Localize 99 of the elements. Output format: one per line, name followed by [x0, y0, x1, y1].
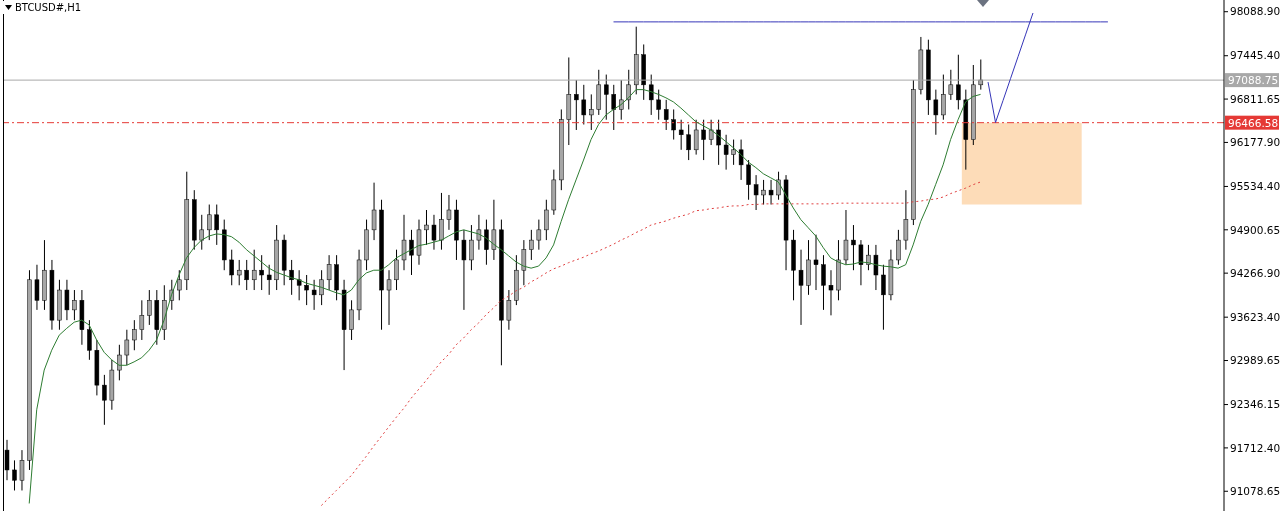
candlestick: [19, 449, 25, 491]
candlestick: [529, 229, 534, 261]
candlestick: [207, 204, 212, 241]
candlestick: [716, 119, 721, 166]
candlestick: [866, 244, 871, 271]
candlestick: [611, 84, 617, 131]
candlestick: [319, 269, 324, 306]
candlestick: [858, 239, 864, 286]
y-tick-label: 96811.65: [1230, 92, 1280, 105]
y-tick-label: 94266.90: [1230, 266, 1280, 279]
ref-line-label: 96466.58: [1228, 116, 1279, 129]
candlestick: [251, 249, 257, 291]
y-tick-label: 91078.65: [1230, 484, 1280, 497]
candlestick: [304, 274, 309, 306]
candlestick: [903, 189, 909, 251]
candlestick: [394, 249, 399, 291]
candlestick: [746, 159, 751, 201]
candlestick: [431, 214, 437, 251]
candlestick: [701, 119, 706, 161]
chart-title: BTCUSD#,H1: [15, 2, 82, 13]
candlestick: [461, 229, 467, 311]
candlestick: [311, 279, 317, 311]
candlestick: [446, 194, 452, 231]
candlestick: [72, 289, 77, 321]
candlestick: [933, 89, 939, 136]
candlestick: [102, 374, 107, 426]
candlestick: [139, 299, 145, 341]
line-series: [320, 181, 982, 507]
candlestick: [581, 84, 587, 125]
candlestick: [349, 299, 354, 341]
candlestick: [12, 459, 17, 491]
candlestick: [881, 264, 886, 331]
candlestick: [424, 209, 429, 246]
candlestick: [821, 254, 826, 311]
candlestick: [236, 259, 242, 286]
candlestick: [813, 234, 819, 291]
candlestick: [214, 204, 219, 246]
candlestick: [896, 229, 901, 266]
candlestick: [439, 192, 444, 251]
candlestick: [371, 182, 377, 241]
candlestick: [656, 89, 661, 121]
candlestick: [326, 254, 332, 291]
candlestick: [671, 108, 676, 141]
y-tick-label: 93623.40: [1230, 310, 1280, 323]
candlestick: [117, 344, 122, 381]
candlestick: [693, 119, 699, 156]
ref-line-label: 97088.75: [1228, 74, 1279, 87]
candlestick: [798, 249, 804, 326]
candlestick: [761, 179, 766, 206]
candlestick: [521, 239, 527, 286]
candlestick: [663, 99, 669, 131]
y-tick-label: 94900.65: [1230, 223, 1280, 236]
candlestick: [828, 269, 834, 316]
candlestick: [506, 289, 512, 331]
candlestick: [244, 259, 249, 291]
candlestick: [873, 244, 879, 291]
candlestick: [469, 224, 474, 271]
candlestick: [843, 209, 849, 266]
candlestick: [484, 219, 489, 266]
candlestick: [386, 269, 392, 326]
candlestick: [753, 174, 759, 211]
candlestick: [589, 93, 594, 131]
y-tick-label: 92346.15: [1230, 398, 1280, 411]
candlestick: [544, 199, 549, 241]
candlestick: [574, 79, 579, 131]
candlestick: [723, 134, 729, 171]
candlestick: [147, 289, 152, 326]
candlestick: [536, 219, 542, 251]
candlestick: [648, 74, 654, 116]
candlestick: [132, 319, 137, 351]
candlestick: [686, 124, 691, 161]
candlestick: [87, 319, 92, 361]
candlestick: [124, 329, 130, 366]
candlestick: [768, 179, 774, 206]
candlestick: [731, 139, 736, 166]
candlestick: [956, 54, 961, 110]
y-tick-label: 91712.40: [1230, 441, 1280, 454]
candlestick: [409, 229, 414, 276]
candlestick: [401, 214, 407, 271]
y-tick-label: 92989.65: [1230, 354, 1280, 367]
candlestick: [266, 264, 272, 296]
candlestick: [199, 214, 205, 251]
candlestick: [678, 119, 684, 151]
candlestick: [296, 269, 302, 301]
candlestick: [259, 254, 264, 291]
y-tick-label: 96177.90: [1230, 136, 1280, 149]
candlestick: [851, 224, 856, 271]
candlestick: [604, 74, 609, 121]
candlestick: [64, 279, 70, 321]
candlestick: [177, 269, 182, 301]
y-tick-label: 97445.40: [1230, 49, 1280, 62]
candlestick: [708, 119, 714, 146]
candlestick: [34, 264, 40, 311]
candlestick: [289, 259, 294, 296]
candlestick: [738, 139, 744, 181]
candlestick: [229, 249, 234, 286]
y-tick-label: 95534.40: [1230, 180, 1280, 193]
y-tick-label: 98088.90: [1230, 5, 1280, 18]
candlestick: [491, 199, 497, 261]
